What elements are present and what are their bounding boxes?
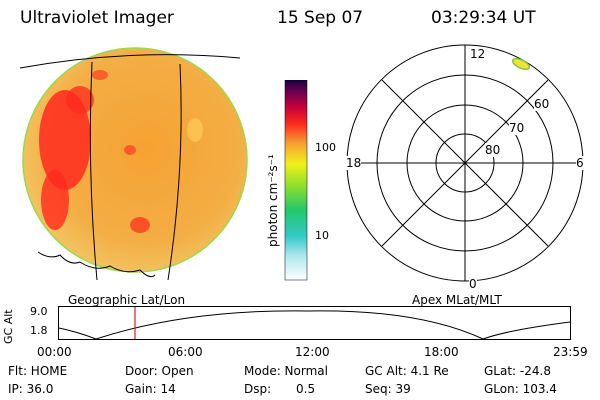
info-geo-latitude: GLat: -24.8 — [484, 364, 551, 378]
polar-grid-panel — [346, 44, 584, 282]
info-flight: Flt: HOME — [8, 364, 68, 378]
info-gc-altitude: GC Alt: 4.1 Re — [365, 364, 449, 378]
info-sequence: Seq: 39 — [365, 382, 411, 396]
info-dsp-label: Dsp: — [244, 382, 272, 396]
colorbar-unit-label: photon cm⁻²s⁻¹ — [266, 154, 280, 247]
mlat-label-80: 80 — [485, 143, 501, 157]
observation-time: 03:29:34 UT — [431, 8, 536, 28]
info-mode: Mode: Normal — [244, 364, 328, 378]
geographic-image-panel — [19, 47, 248, 281]
info-gain: Gain: 14 — [125, 382, 176, 396]
mlt-label-18: 18 — [346, 156, 362, 170]
colorbar-gradient — [284, 80, 308, 281]
coastline — [37, 251, 156, 278]
info-door: Door: Open — [125, 364, 194, 378]
instrument-title: Ultraviolet Imager — [20, 8, 174, 28]
time-tick-1800: 18:00 — [424, 345, 459, 359]
time-tick-2359: 23:59 — [553, 345, 588, 359]
mlt-label-12: 12 — [470, 47, 486, 61]
mlt-label-0: 0 — [469, 277, 477, 291]
altitude-plot-frame — [58, 306, 571, 340]
apex-caption: Apex MLat/MLT — [412, 293, 502, 307]
colorbar-tick-100: 100 — [315, 141, 336, 154]
info-ip: IP: 36.0 — [8, 382, 54, 396]
colorbar-tick-10: 10 — [315, 229, 329, 242]
geographic-caption: Geographic Lat/Lon — [68, 293, 186, 307]
info-dsp-value: 0.5 — [296, 382, 316, 396]
latitude-line — [19, 54, 241, 69]
mlat-label-70: 70 — [509, 121, 525, 135]
colorbar — [284, 80, 308, 281]
time-tick-0600: 06:00 — [168, 345, 203, 359]
auroral-emission-spots — [39, 70, 203, 233]
altitude-axis-label: GC Alt — [2, 309, 15, 344]
observation-date: 15 Sep 07 — [277, 8, 364, 28]
altitude-curve — [58, 310, 571, 340]
mlt-label-6: 6 — [576, 156, 584, 170]
altitude-ytick-min: 1.8 — [30, 324, 48, 337]
time-tick-0000: 00:00 — [37, 345, 72, 359]
auroral-oval-spot — [511, 57, 531, 71]
meridian-line — [167, 63, 182, 281]
mlt-line-diagonal — [381, 79, 549, 247]
mlat-label-60: 60 — [534, 97, 550, 111]
meridian-line — [89, 61, 98, 281]
info-geo-longitude: GLon: 103.4 — [484, 382, 557, 396]
altitude-ytick-max: 9.0 — [30, 305, 48, 318]
time-tick-1200: 12:00 — [295, 345, 330, 359]
altitude-timeline-plot — [58, 306, 571, 340]
